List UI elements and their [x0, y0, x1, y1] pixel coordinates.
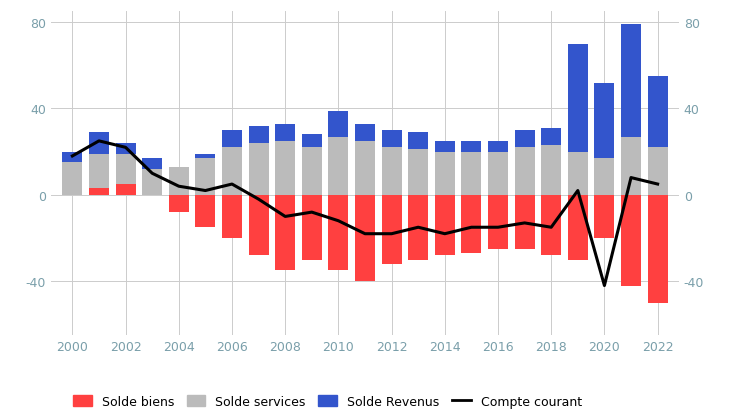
- Bar: [541, 196, 561, 256]
- Bar: [115, 155, 136, 184]
- Bar: [461, 142, 481, 152]
- Bar: [515, 131, 534, 148]
- Bar: [142, 159, 162, 169]
- Bar: [328, 111, 348, 137]
- Bar: [328, 137, 348, 196]
- Bar: [382, 131, 402, 148]
- Bar: [488, 196, 508, 249]
- Bar: [222, 196, 242, 238]
- Bar: [275, 196, 295, 271]
- Bar: [594, 83, 615, 159]
- Bar: [249, 126, 269, 144]
- Bar: [621, 25, 641, 137]
- Bar: [115, 184, 136, 196]
- Bar: [382, 196, 402, 264]
- Bar: [435, 152, 455, 196]
- Bar: [461, 196, 481, 254]
- Bar: [355, 124, 375, 142]
- Bar: [89, 189, 109, 196]
- Bar: [301, 135, 322, 148]
- Bar: [408, 196, 429, 260]
- Bar: [196, 159, 215, 196]
- Bar: [488, 142, 508, 152]
- Bar: [435, 196, 455, 256]
- Bar: [249, 144, 269, 196]
- Bar: [621, 137, 641, 196]
- Bar: [568, 45, 588, 152]
- Bar: [408, 133, 429, 150]
- Bar: [515, 196, 534, 249]
- Bar: [648, 196, 668, 303]
- Bar: [328, 196, 348, 271]
- Bar: [222, 148, 242, 196]
- Bar: [275, 142, 295, 196]
- Bar: [89, 133, 109, 155]
- Bar: [541, 146, 561, 196]
- Bar: [62, 152, 82, 163]
- Bar: [355, 142, 375, 196]
- Bar: [89, 155, 109, 189]
- Bar: [169, 196, 189, 213]
- Bar: [249, 196, 269, 256]
- Bar: [301, 196, 322, 260]
- Bar: [142, 169, 162, 196]
- Bar: [435, 142, 455, 152]
- Bar: [621, 196, 641, 286]
- Bar: [196, 196, 215, 228]
- Bar: [515, 148, 534, 196]
- Bar: [62, 163, 82, 196]
- Bar: [408, 150, 429, 196]
- Bar: [648, 77, 668, 148]
- Bar: [301, 148, 322, 196]
- Bar: [461, 152, 481, 196]
- Bar: [594, 159, 615, 196]
- Bar: [382, 148, 402, 196]
- Bar: [275, 124, 295, 142]
- Bar: [648, 148, 668, 196]
- Bar: [568, 196, 588, 260]
- Bar: [115, 144, 136, 155]
- Bar: [196, 155, 215, 159]
- Bar: [488, 152, 508, 196]
- Bar: [568, 152, 588, 196]
- Bar: [169, 167, 189, 196]
- Bar: [541, 128, 561, 146]
- Bar: [355, 196, 375, 281]
- Bar: [222, 131, 242, 148]
- Bar: [594, 196, 615, 238]
- Legend: Solde biens, Solde services, Solde Revenus, Compte courant: Solde biens, Solde services, Solde Reven…: [68, 390, 587, 409]
